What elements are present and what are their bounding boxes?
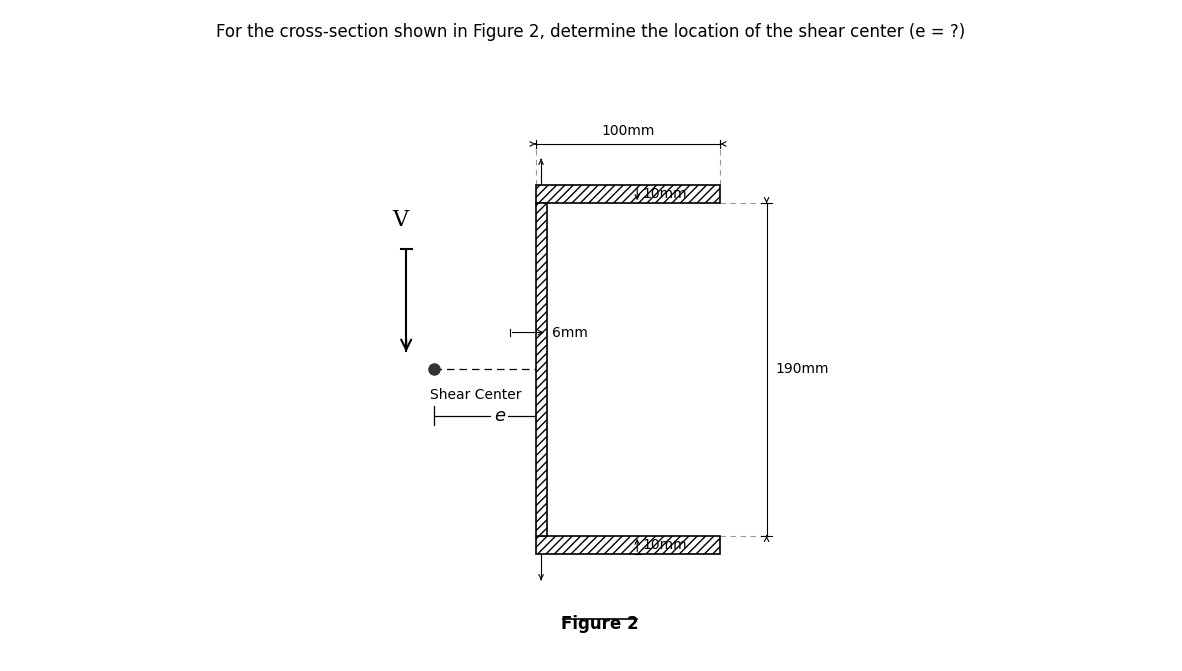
Text: 190mm: 190mm [775, 362, 830, 376]
Text: For the cross-section shown in Figure 2, determine the location of the shear cen: For the cross-section shown in Figure 2,… [216, 23, 966, 42]
Text: 6mm: 6mm [552, 325, 589, 340]
Text: Figure 2: Figure 2 [561, 615, 639, 633]
Text: 100mm: 100mm [602, 124, 655, 138]
Text: Shear Center: Shear Center [430, 388, 521, 402]
Text: 10mm: 10mm [643, 538, 688, 552]
Bar [535, 203, 546, 536]
Bar [535, 185, 720, 203]
Text: 10mm: 10mm [643, 187, 688, 201]
Text: e: e [494, 407, 505, 425]
Bar [535, 536, 720, 554]
Text: V: V [392, 209, 409, 231]
